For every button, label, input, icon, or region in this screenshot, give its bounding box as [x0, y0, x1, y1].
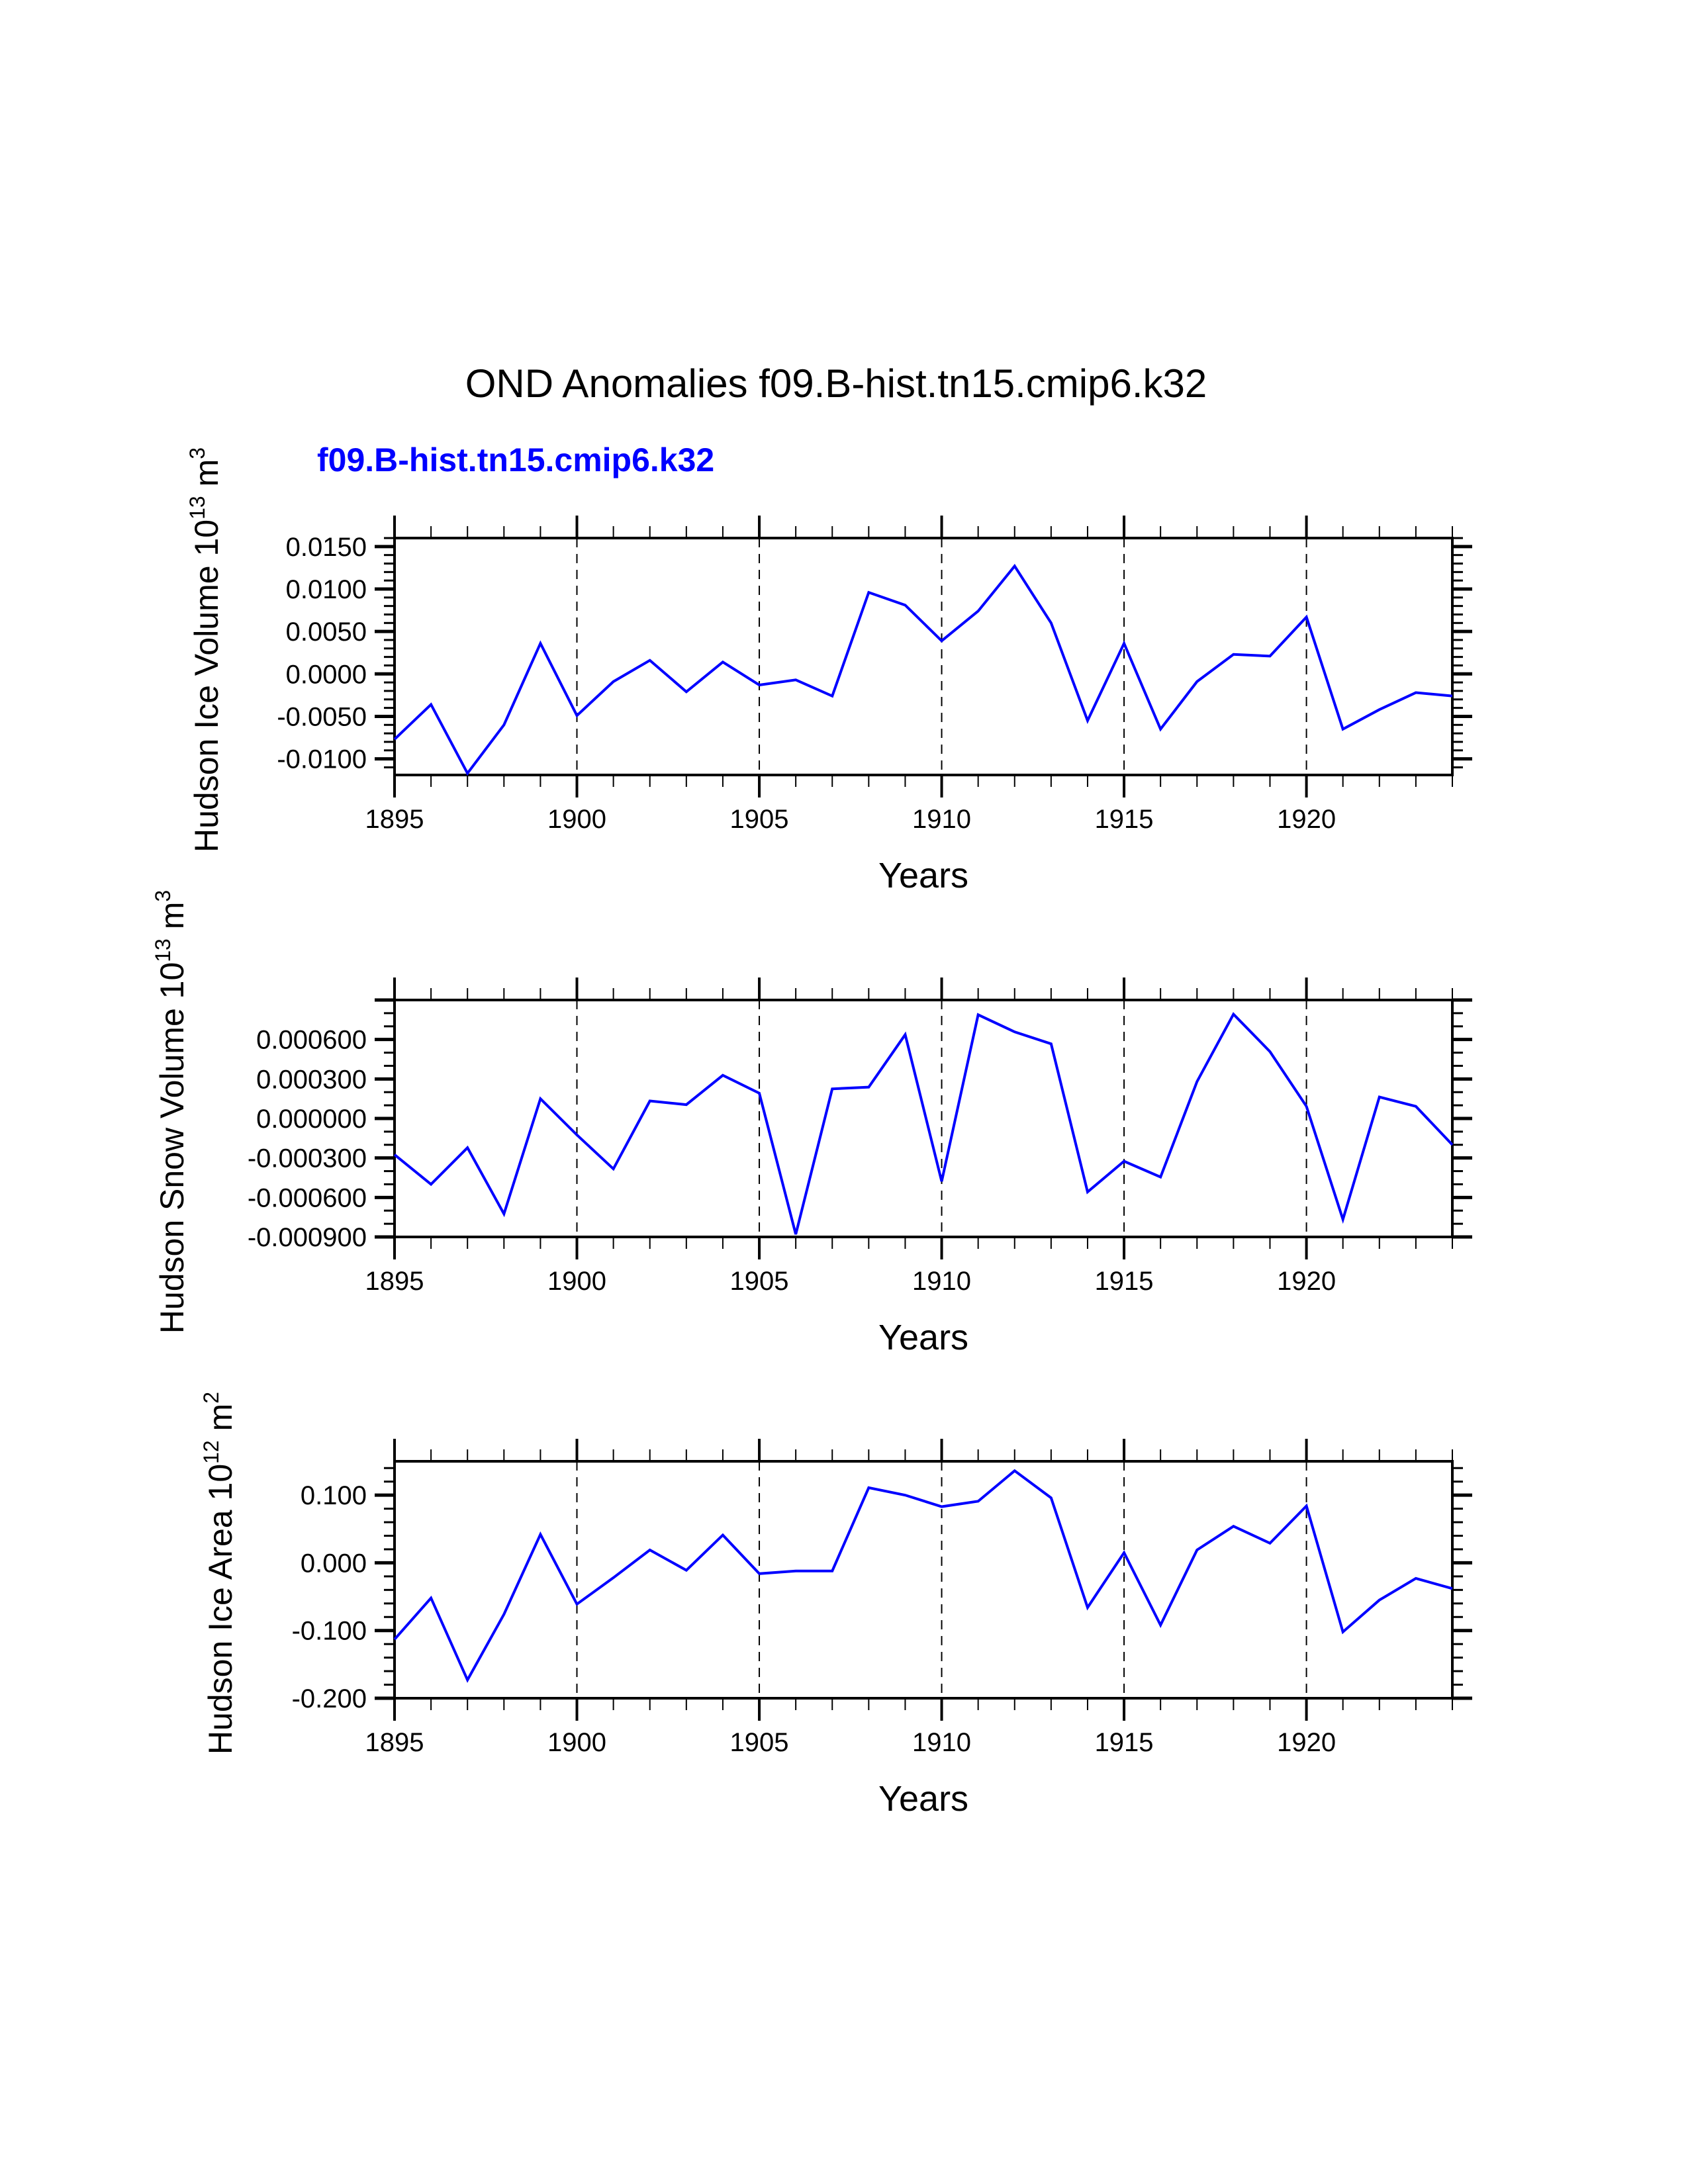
x-tick-label: 1895 — [365, 805, 424, 834]
x-tick-label: 1905 — [730, 805, 789, 834]
series-line — [393, 563, 1453, 776]
series-subtitle: f09.B-hist.tn15.cmip6.k32 — [317, 441, 714, 478]
panel-1: 1895 1900 1905 1910 1915 1920 0.0150 0.0100 0.00… — [185, 447, 1472, 895]
y-tick-label: -0.000900 — [248, 1223, 367, 1252]
y-label-unit-exponent: 2 — [199, 1392, 223, 1404]
y-label-unit-exponent: 3 — [151, 890, 175, 902]
y-tick-label: 0.0000 — [286, 660, 367, 689]
y-tick-label: 0.0150 — [286, 533, 367, 562]
plot-frame — [393, 537, 1454, 776]
x-tick-label: 1915 — [1095, 805, 1154, 834]
x-tick-label: 1910 — [912, 805, 971, 834]
y-label-unit-exponent: 3 — [185, 447, 209, 459]
y-tick-label: -0.0050 — [277, 702, 367, 731]
y-label-unit: m — [188, 459, 225, 496]
y-label-exponent: 13 — [151, 938, 175, 962]
y-label-exponent: 12 — [199, 1440, 223, 1464]
x-tick-label: 1920 — [1277, 805, 1336, 834]
x-tick-label: 1910 — [912, 1728, 971, 1757]
x-axis-label: Years — [878, 1318, 968, 1357]
panel-3: 1895 1900 1905 1910 1915 1920 0.100 0.000 -0.100… — [199, 1392, 1472, 1819]
y-axis-label: Hudson Snow Volume 1013 m3 — [151, 890, 191, 1334]
x-axis-label: Years — [878, 856, 968, 895]
x-tick-label: 1915 — [1095, 1728, 1154, 1757]
x-tick-label: 1920 — [1277, 1267, 1336, 1296]
y-tick-label: 0.000 — [301, 1549, 367, 1578]
x-tick-label: 1915 — [1095, 1267, 1154, 1296]
x-tick-label: 1900 — [547, 1728, 606, 1757]
y-tick-label: -0.100 — [292, 1617, 367, 1646]
plot-frame — [393, 1460, 1454, 1700]
y-tick-label: 0.0050 — [286, 617, 367, 647]
x-tick-label: 1920 — [1277, 1728, 1336, 1757]
x-tick-label: 1905 — [730, 1728, 789, 1757]
y-label-text: Hudson Ice Area 10 — [202, 1464, 239, 1754]
series-line — [393, 1469, 1453, 1683]
y-axis-label: Hudson Ice Area 1012 m2 — [199, 1392, 239, 1754]
y-label-text: Hudson Ice Volume 10 — [188, 520, 225, 852]
y-tick-label: -0.0100 — [277, 745, 367, 774]
y-tick-label: 0.000300 — [256, 1065, 367, 1094]
plot-frame — [393, 999, 1454, 1238]
x-axis-label: Years — [878, 1779, 968, 1819]
y-tick-label: -0.200 — [292, 1684, 367, 1713]
x-tick-label: 1900 — [547, 1267, 606, 1296]
panel-2: 1895 1900 1905 1910 1915 1920 0.000600 0.000300… — [151, 890, 1472, 1357]
y-tick-label: 0.0100 — [286, 575, 367, 604]
x-tick-label: 1905 — [730, 1267, 789, 1296]
y-tick-label: 0.100 — [301, 1481, 367, 1510]
y-tick-label: 0.000600 — [256, 1026, 367, 1055]
y-label-exponent: 13 — [185, 496, 209, 520]
series-line — [393, 1012, 1454, 1235]
x-tick-label: 1895 — [365, 1267, 424, 1296]
chart-title: OND Anomalies f09.B-hist.tn15.cmip6.k32 — [465, 361, 1207, 406]
x-tick-label: 1910 — [912, 1267, 971, 1296]
x-tick-label: 1900 — [547, 805, 606, 834]
y-tick-label: -0.000600 — [248, 1183, 367, 1212]
y-label-text: Hudson Snow Volume 10 — [154, 962, 191, 1334]
y-tick-label: -0.000300 — [248, 1144, 367, 1173]
x-tick-label: 1895 — [365, 1728, 424, 1757]
y-label-unit: m — [202, 1404, 239, 1441]
y-tick-label: 0.000000 — [256, 1105, 367, 1134]
y-label-unit: m — [154, 902, 191, 939]
y-axis-label: Hudson Ice Volume 1013 m3 — [185, 447, 225, 852]
